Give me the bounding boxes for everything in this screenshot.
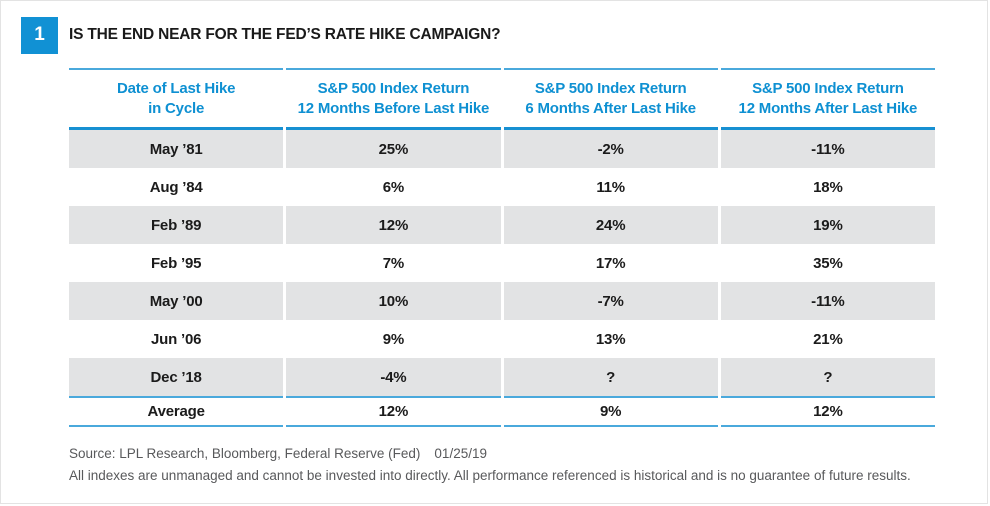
source-text: Source: LPL Research, Bloomberg, Federal… <box>69 446 421 461</box>
table-row: Aug ’84 6% 11% 18% <box>69 168 935 206</box>
disclaimer-text: All indexes are unmanaged and cannot be … <box>69 468 911 483</box>
cell-value: 6% <box>382 178 405 196</box>
source-date: 01/25/19 <box>434 446 487 461</box>
header-row: Date of Last Hike in Cycle S&P 500 Index… <box>69 68 935 130</box>
cell-average-value: 9% <box>503 396 718 427</box>
table-row: Feb ’89 12% 24% 19% <box>69 206 935 244</box>
cell-value: 7% <box>382 254 405 272</box>
column-header-line2: in Cycle <box>148 99 205 117</box>
cell-value: -4% <box>286 358 501 396</box>
cell-value: 13% <box>595 330 626 348</box>
column-header-12mo-before: S&P 500 Index Return 12 Months Before La… <box>286 68 501 130</box>
cell-value: 12% <box>286 206 501 244</box>
table-row: May ’81 25% -2% -11% <box>69 130 935 168</box>
cell-value: -11% <box>720 282 935 320</box>
column-header-12mo-after: S&P 500 Index Return 12 Months After Las… <box>720 68 935 130</box>
column-header-line1: Date of Last Hike <box>116 80 236 97</box>
source-line: Source: LPL Research, Bloomberg, Federal… <box>69 446 987 461</box>
column-header-line1: S&P 500 Index Return <box>317 80 470 97</box>
column-header-line1: S&P 500 Index Return <box>534 80 687 97</box>
cell-value: 19% <box>720 206 935 244</box>
cell-value: ? <box>503 358 718 396</box>
cell-value: ? <box>720 358 935 396</box>
column-header-date: Date of Last Hike in Cycle <box>69 68 284 130</box>
cell-value: -11% <box>720 130 935 168</box>
column-header-line1: S&P 500 Index Return <box>752 80 904 97</box>
figure-footer: Source: LPL Research, Bloomberg, Federal… <box>69 446 987 483</box>
cell-value: 25% <box>286 130 501 168</box>
cell-value: -7% <box>503 282 718 320</box>
cell-date: May ’00 <box>69 282 284 320</box>
cell-value: 11% <box>596 178 625 196</box>
cell-average-label: Average <box>69 396 284 427</box>
column-header-line2: 6 Months After Last Hike <box>525 99 696 117</box>
figure-title: IS THE END NEAR FOR THE FED’S RATE HIKE … <box>69 26 501 43</box>
rate-hike-table: Date of Last Hike in Cycle S&P 500 Index… <box>66 68 938 427</box>
cell-date: Aug ’84 <box>149 178 203 196</box>
cell-date: May ’81 <box>69 130 284 168</box>
cell-date: Feb ’89 <box>69 206 284 244</box>
table-row: Dec ’18 -4% ? ? <box>69 358 935 396</box>
cell-value: 17% <box>595 254 626 272</box>
cell-value: 18% <box>813 178 843 196</box>
cell-value: 9% <box>382 330 405 348</box>
cell-value: 24% <box>503 206 718 244</box>
column-header-line2: 12 Months Before Last Hike <box>297 99 490 117</box>
cell-date: Feb ’95 <box>150 254 202 272</box>
table-row: Jun ’06 9% 13% 21% <box>69 320 935 358</box>
table-row: May ’00 10% -7% -11% <box>69 282 935 320</box>
table-header: Date of Last Hike in Cycle S&P 500 Index… <box>69 68 935 130</box>
column-header-6mo-after: S&P 500 Index Return 6 Months After Last… <box>503 68 718 130</box>
cell-average-value: 12% <box>286 396 501 427</box>
cell-value: 35% <box>813 254 843 272</box>
column-header-line2: 12 Months After Last Hike <box>738 99 918 117</box>
cell-value: 21% <box>813 330 843 348</box>
figure-header: 1 IS THE END NEAR FOR THE FED’S RATE HIK… <box>1 1 987 54</box>
cell-value: 10% <box>286 282 501 320</box>
cell-date: Dec ’18 <box>69 358 284 396</box>
cell-value: -2% <box>503 130 718 168</box>
cell-average-value: 12% <box>720 396 935 427</box>
cell-date: Jun ’06 <box>150 330 202 348</box>
table-body: May ’81 25% -2% -11% Aug ’84 6% 11% 18% … <box>69 130 935 427</box>
average-row: Average 12% 9% 12% <box>69 396 935 427</box>
figure-number-badge: 1 <box>21 16 58 54</box>
table-row: Feb ’95 7% 17% 35% <box>69 244 935 282</box>
